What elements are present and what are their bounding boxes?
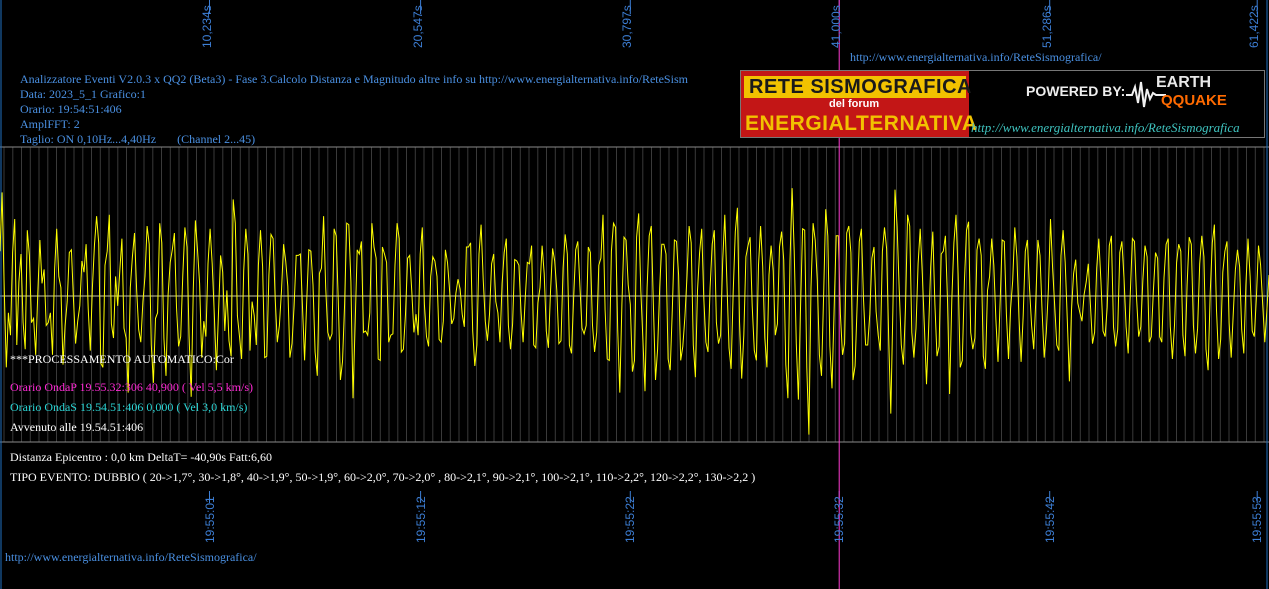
onda-p-label: Orario OndaP 19.55.32:306 40,900 ( Vel 5…: [10, 380, 253, 394]
info-line-filter: Taglio: ON 0,10Hz...4,40Hz (Channel 2...…: [20, 132, 256, 146]
bottom-tick-label: 19:55:01: [202, 496, 217, 543]
rete-sismografica-banner[interactable]: RETE SISMOGRAFICA del forum ENERGIALTERN…: [740, 70, 1265, 138]
bottom-tick-label: 19:55:22: [623, 496, 638, 543]
bottom-tick-label: 19:55:12: [413, 496, 428, 543]
top-url[interactable]: http://www.energialternativa.info/ReteSi…: [850, 50, 1102, 64]
info-line-title: Analizzatore Eventi V2.0.3 x QQ2 (Beta3)…: [20, 72, 688, 86]
banner-subtitle: del forum: [829, 98, 880, 110]
distanza-label: Distanza Epicentro : 0,0 km DeltaT= -40,…: [10, 450, 273, 464]
top-tick-label: 30,797s: [620, 5, 635, 48]
top-tick-label: 51,286s: [1039, 5, 1054, 48]
processing-label: ***PROCESSAMENTO AUTOMATICO:Cor: [10, 352, 234, 366]
banner-brand: ENERGIALTERNATIVA: [745, 112, 978, 135]
top-tick-label: 10,234s: [199, 5, 214, 48]
bottom-tick-label: 19:55:53: [1250, 496, 1265, 543]
info-line-time: Orario: 19:54:51:406: [20, 102, 122, 116]
top-tick-label: 20,547s: [410, 5, 425, 48]
info-line-date: Data: 2023_5_1 Grafico:1: [20, 87, 146, 101]
top-tick-label: 41,000s: [829, 5, 844, 48]
tipo-evento-label: TIPO EVENTO: DUBBIO ( 20->1,7°, 30->1,8°…: [10, 470, 756, 484]
top-tick-label: 61,422s: [1247, 5, 1262, 48]
info-line-ampl: AmplFFT: 2: [20, 117, 80, 131]
banner-url[interactable]: http://www.energialternativa.info/ReteSi…: [971, 120, 1240, 135]
waveform-line: [0, 188, 1269, 435]
banner-powered: POWERED BY:: [1026, 83, 1126, 99]
footer-url[interactable]: http://www.energialternativa.info/ReteSi…: [5, 550, 257, 564]
banner-logo-quake: QQUAKE: [1161, 92, 1227, 109]
bottom-tick-label: 19:55:32: [832, 496, 847, 543]
bottom-tick-label: 19:55:42: [1042, 496, 1057, 543]
grid-lines: [3, 147, 1265, 442]
earthquake-logo-icon: [1126, 81, 1166, 108]
avvenuto-label: Avvenuto alle 19.54.51:406: [10, 420, 144, 434]
banner-logo-earth: EARTH: [1156, 74, 1212, 91]
tick-marks: [209, 0, 1258, 503]
banner-title: RETE SISMOGRAFICA: [749, 76, 972, 98]
banner-yellow-band: [744, 76, 966, 98]
onda-s-label: Orario OndaS 19.54.51:406 0,000 ( Vel 3,…: [10, 400, 248, 414]
